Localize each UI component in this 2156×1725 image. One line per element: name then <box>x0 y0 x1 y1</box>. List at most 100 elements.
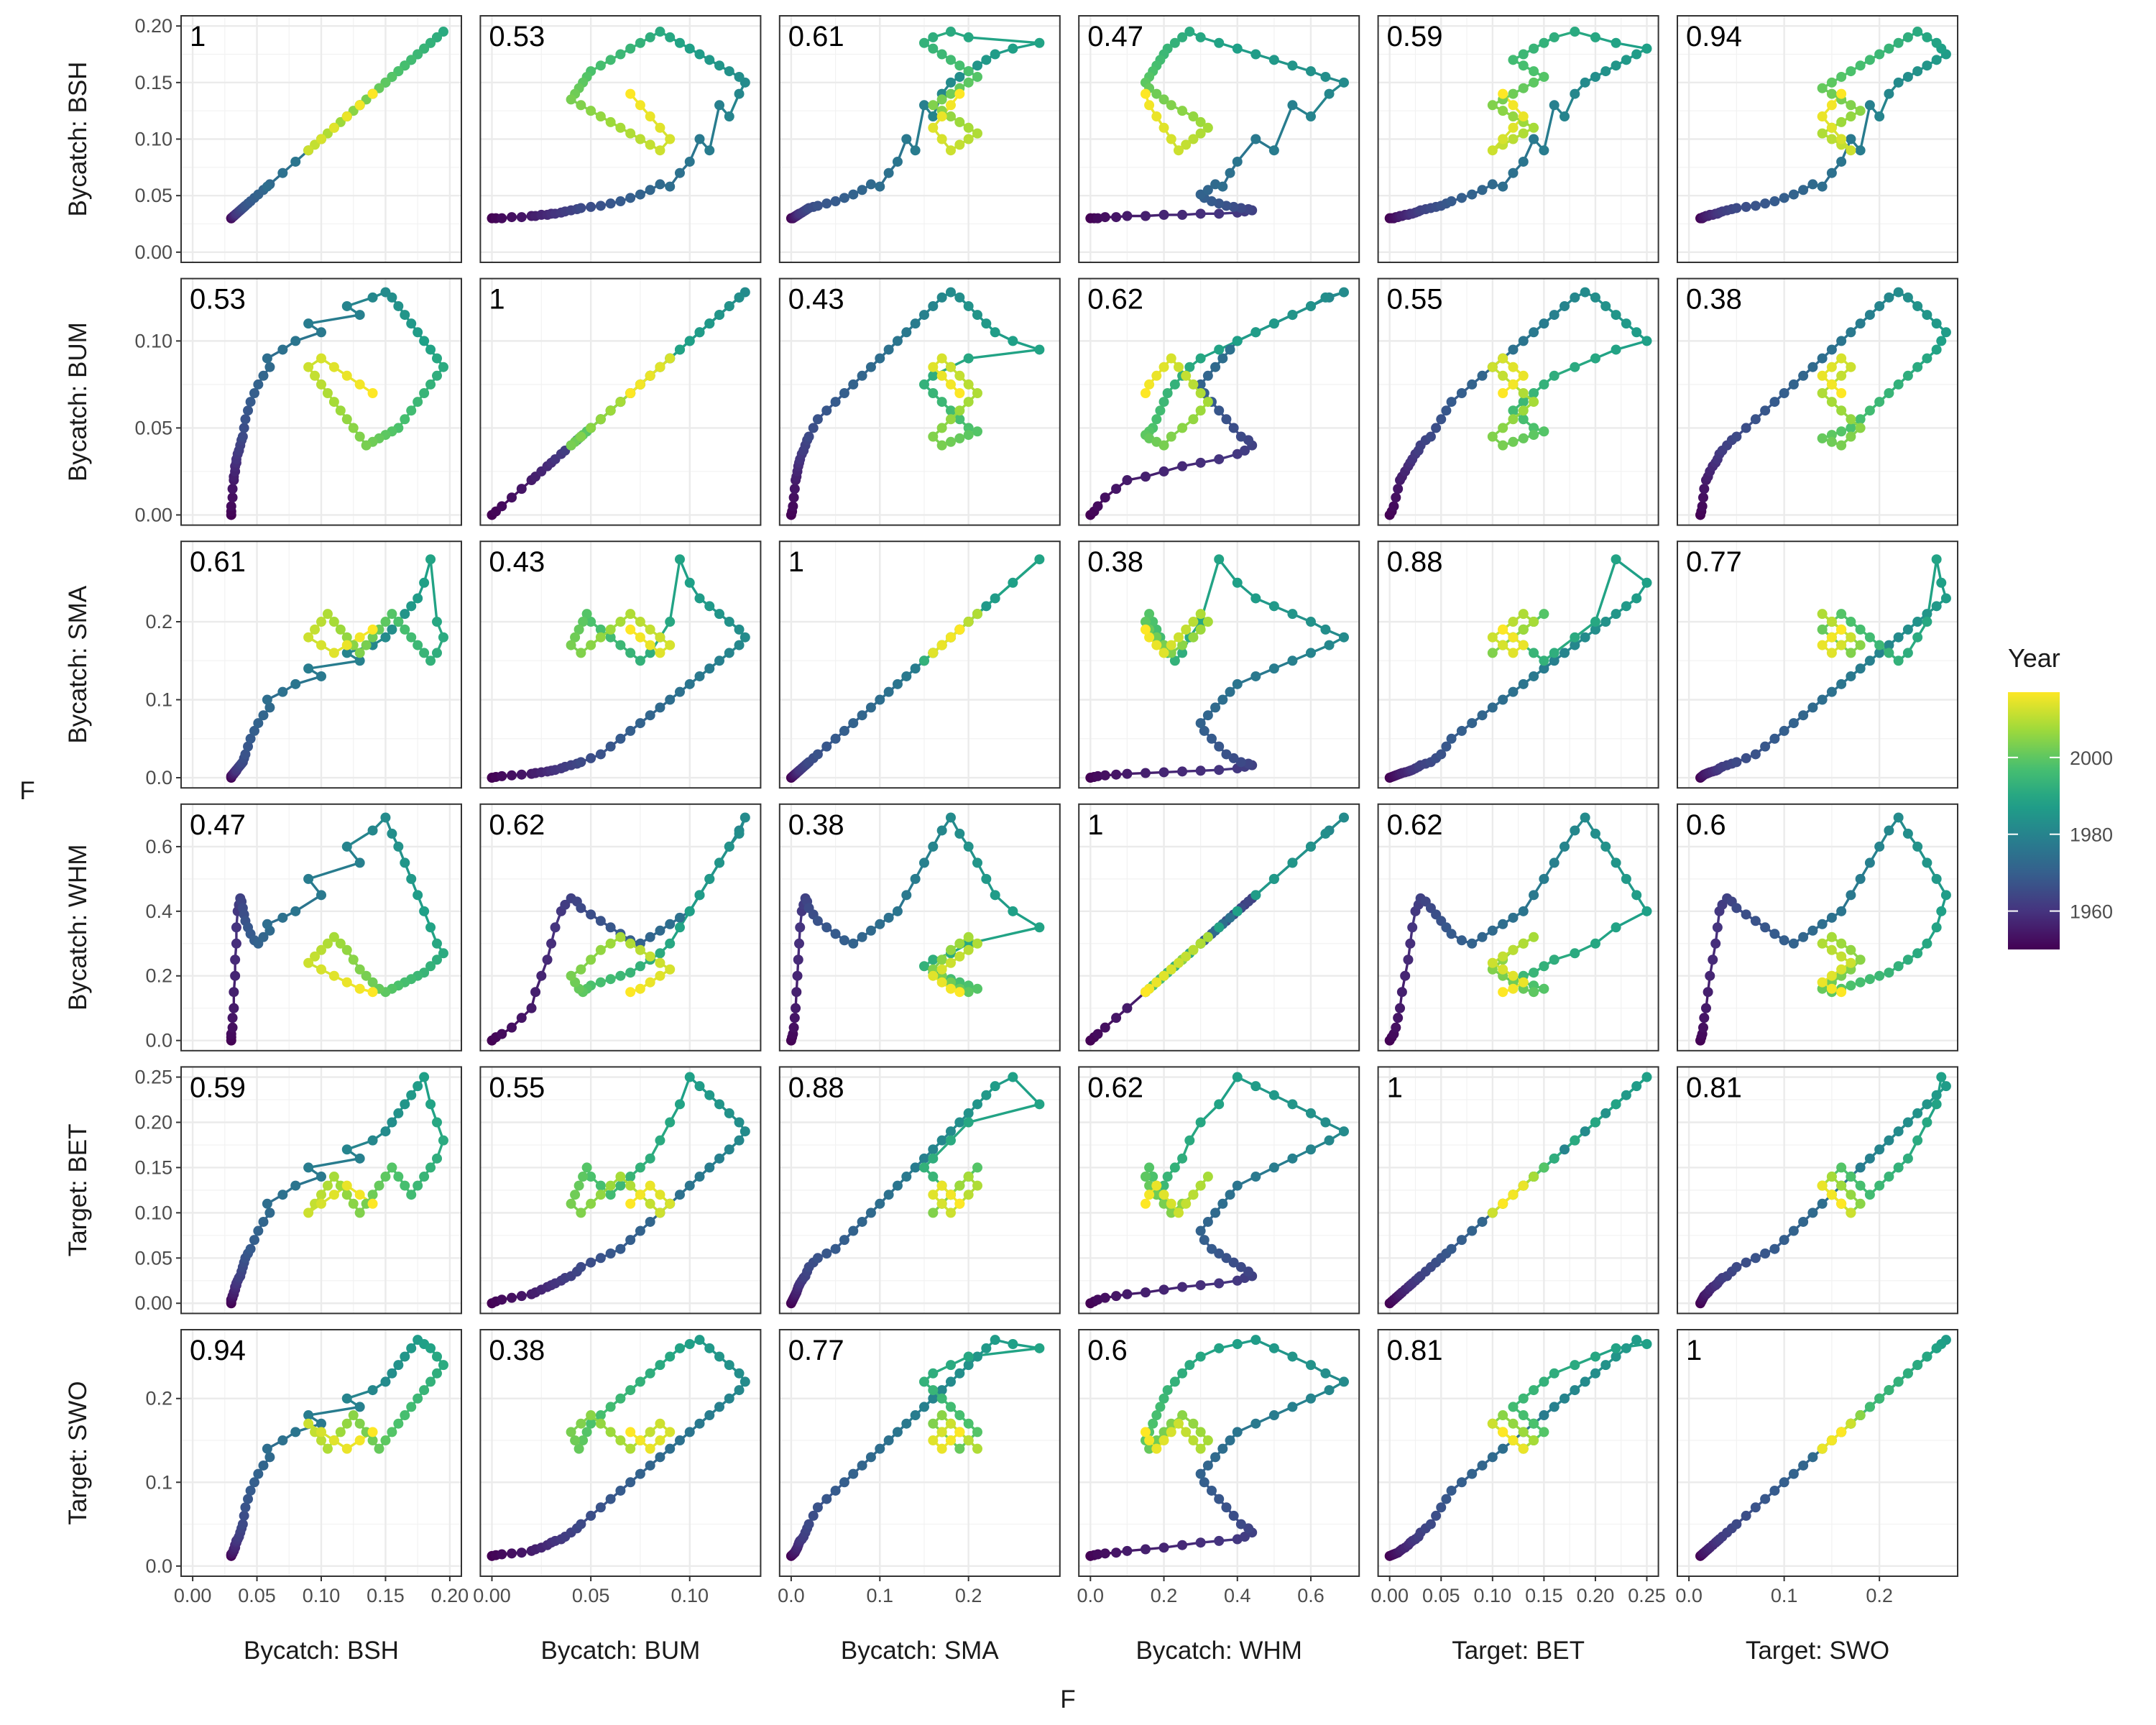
data-point <box>1177 648 1188 658</box>
data-point <box>1456 387 1467 398</box>
data-point <box>1855 106 1866 116</box>
data-point <box>1166 431 1176 442</box>
data-point <box>1508 686 1519 697</box>
data-point <box>595 624 606 635</box>
data-point <box>936 111 947 122</box>
data-point <box>341 640 352 650</box>
data-point <box>576 431 586 442</box>
data-point <box>1902 624 1913 635</box>
data-point <box>566 1427 576 1438</box>
data-point <box>1195 938 1206 949</box>
data-point <box>1760 405 1771 416</box>
data-point <box>1232 577 1243 588</box>
data-point <box>704 1343 715 1353</box>
data-point <box>1912 841 1923 852</box>
data-point <box>635 656 645 666</box>
data-point <box>361 440 372 451</box>
data-point <box>413 1081 423 1092</box>
data-point <box>963 32 974 42</box>
data-point <box>249 1477 259 1488</box>
data-point <box>830 196 841 207</box>
data-point <box>1250 1172 1261 1182</box>
data-point <box>1214 1248 1225 1259</box>
data-point <box>645 1198 655 1209</box>
data-point <box>724 1393 734 1404</box>
data-point <box>901 1172 912 1182</box>
data-point <box>1884 825 1894 836</box>
data-point <box>615 1435 626 1446</box>
data-point <box>1287 1099 1298 1110</box>
data-point <box>1217 694 1228 705</box>
data-point <box>1580 632 1590 643</box>
data-point <box>1893 656 1904 666</box>
data-point <box>1760 741 1771 752</box>
data-point <box>328 1435 339 1446</box>
data-point <box>1100 1022 1110 1033</box>
data-point <box>615 196 626 207</box>
data-point <box>1798 185 1809 196</box>
data-point <box>1214 344 1225 355</box>
data-point <box>595 632 606 643</box>
data-point <box>354 632 365 643</box>
data-point <box>1846 134 1856 144</box>
data-point <box>1600 66 1611 77</box>
panel-border <box>778 15 1061 263</box>
data-point <box>963 122 974 133</box>
data-point <box>635 1376 645 1387</box>
data-point <box>821 1248 832 1259</box>
data-point <box>963 430 974 441</box>
data-point <box>963 134 974 144</box>
data-point <box>1846 1172 1856 1182</box>
data-point <box>1874 648 1885 658</box>
trajectory-segment <box>1011 910 1041 929</box>
data-point <box>645 624 655 635</box>
data-point <box>322 938 333 949</box>
data-point <box>1477 932 1488 942</box>
data-point <box>1508 100 1519 111</box>
data-point <box>918 1162 929 1173</box>
data-point <box>1425 431 1436 442</box>
data-point <box>1836 387 1847 398</box>
data-point <box>605 741 616 752</box>
data-point <box>1631 890 1642 901</box>
data-point <box>393 1418 404 1429</box>
data-point <box>1173 145 1184 156</box>
data-point <box>918 857 929 868</box>
data-point <box>1195 353 1206 364</box>
data-point <box>262 694 272 705</box>
data-point <box>335 405 346 416</box>
data-point <box>714 1153 725 1164</box>
data-point <box>1195 405 1206 416</box>
data-point <box>310 951 321 962</box>
data-point <box>354 964 365 975</box>
data-point <box>1436 749 1447 760</box>
data-point <box>724 1108 734 1118</box>
data-point <box>1855 640 1866 650</box>
panel-border <box>778 540 1061 789</box>
data-point <box>1202 932 1213 942</box>
data-point <box>684 678 695 689</box>
data-point <box>1529 671 1539 681</box>
data-point <box>1188 414 1199 425</box>
data-point <box>1893 961 1904 972</box>
data-point <box>674 1343 685 1353</box>
data-point <box>857 185 867 196</box>
data-point <box>1836 405 1847 416</box>
data-point <box>865 702 876 713</box>
data-point <box>1166 640 1176 650</box>
data-point <box>586 1198 596 1209</box>
data-point <box>1195 765 1206 776</box>
y-tick-label: 0.6 <box>145 836 172 857</box>
data-point <box>1177 106 1188 116</box>
data-point <box>1855 663 1866 674</box>
data-point <box>945 145 956 156</box>
data-point <box>684 1427 695 1438</box>
data-point <box>625 648 636 658</box>
data-point <box>1846 1208 1856 1218</box>
data-point <box>875 919 885 929</box>
data-point <box>1884 88 1894 99</box>
data-point <box>1817 624 1828 635</box>
panel-border <box>180 803 462 1052</box>
data-point <box>625 938 636 949</box>
trajectory-segment <box>1614 558 1649 584</box>
